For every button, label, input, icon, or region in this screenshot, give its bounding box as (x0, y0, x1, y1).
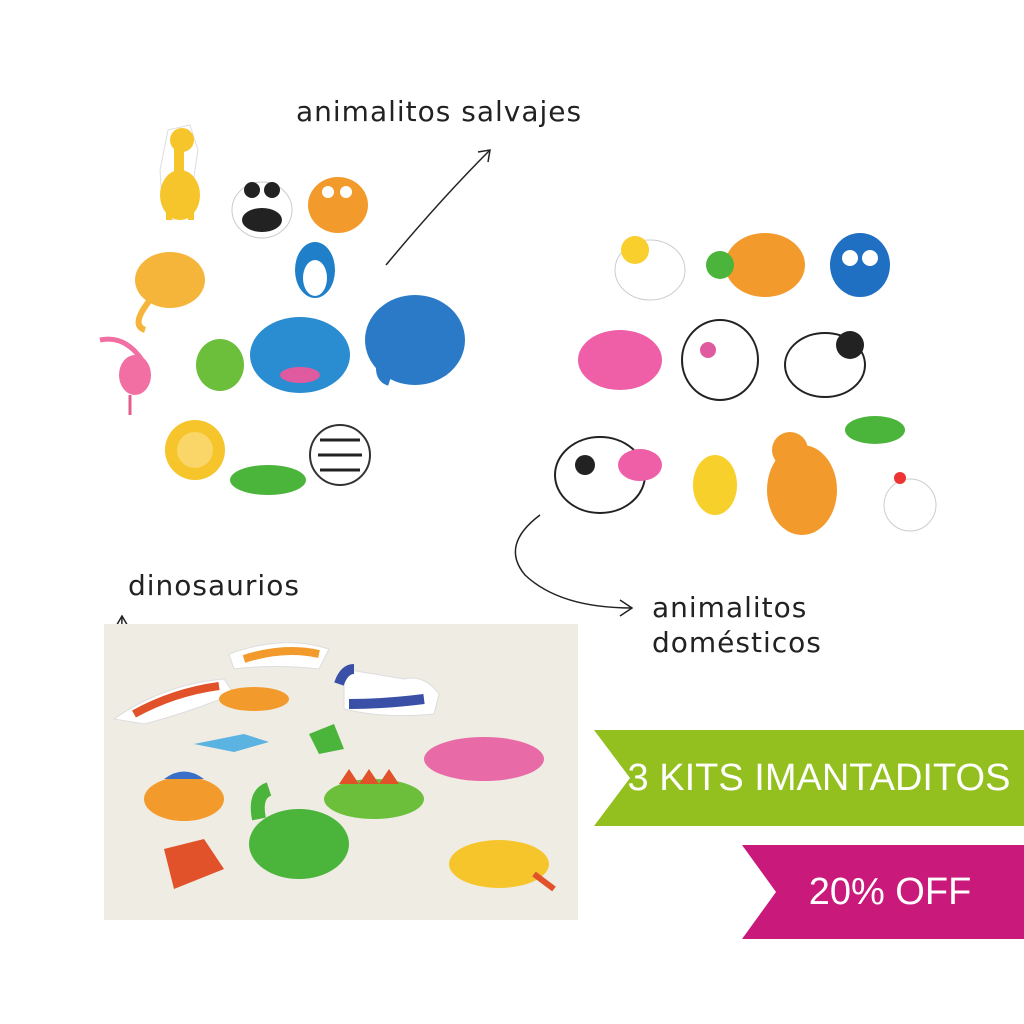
cat-icon (681, 319, 759, 401)
hippo-icon (250, 317, 350, 393)
elephant-icon (365, 295, 465, 386)
kits-banner: 3 KITS IMANTADITOS (594, 730, 1024, 826)
domestic-animals-label: animalitos domésticos (652, 590, 822, 660)
small-raptor-icon (309, 724, 344, 754)
dog-icon (784, 331, 866, 398)
wild-animals-label: animalitos salvajes (296, 95, 583, 128)
tiger-icon (308, 177, 368, 233)
stegosaurus-icon (324, 769, 424, 819)
penguin-icon (295, 242, 335, 298)
hen-icon (883, 472, 937, 532)
pink-dino-icon (424, 737, 544, 781)
crocodile-icon (230, 465, 306, 495)
giraffe-icon (159, 124, 200, 221)
turtle-icon (706, 233, 805, 297)
lion-icon (165, 420, 225, 480)
horse-icon (767, 432, 837, 535)
raptor-icon (112, 678, 235, 725)
wild-arrow-icon (385, 149, 491, 266)
ankylosaurus-icon (219, 687, 289, 711)
domestic-label-line1: animalitos (652, 591, 808, 624)
sheep-icon (614, 236, 686, 301)
dinosaur-magnets (104, 624, 578, 920)
wild-animals-magnets (70, 110, 490, 510)
domestic-animals-magnets (540, 220, 960, 550)
kits-banner-text: 3 KITS IMANTADITOS (627, 756, 1011, 799)
brachiosaurus-icon (334, 664, 440, 717)
discount-banner: 20% OFF (742, 845, 1024, 939)
frog-icon (845, 416, 905, 444)
green-brontosaurus-icon (249, 782, 349, 879)
red-dino-icon (164, 839, 224, 889)
triceratops-icon (449, 840, 556, 892)
flamingo-icon (99, 336, 151, 415)
cow-icon (554, 436, 662, 514)
panda-icon (231, 181, 293, 239)
chick-icon (693, 455, 737, 515)
domestic-arrow-icon (514, 514, 633, 609)
parasaurolophus-icon (228, 642, 330, 670)
pterodactyl-icon (194, 734, 269, 752)
zebra-icon (309, 424, 371, 486)
pig-icon (578, 330, 662, 390)
spinosaurus-icon (144, 771, 224, 821)
dinosaurs-label: dinosaurios (128, 569, 300, 602)
snake-icon (196, 339, 244, 391)
discount-banner-text: 20% OFF (808, 870, 972, 913)
monkey-icon (135, 252, 205, 333)
domestic-label-line2: domésticos (652, 626, 822, 659)
owl-icon (830, 233, 890, 297)
